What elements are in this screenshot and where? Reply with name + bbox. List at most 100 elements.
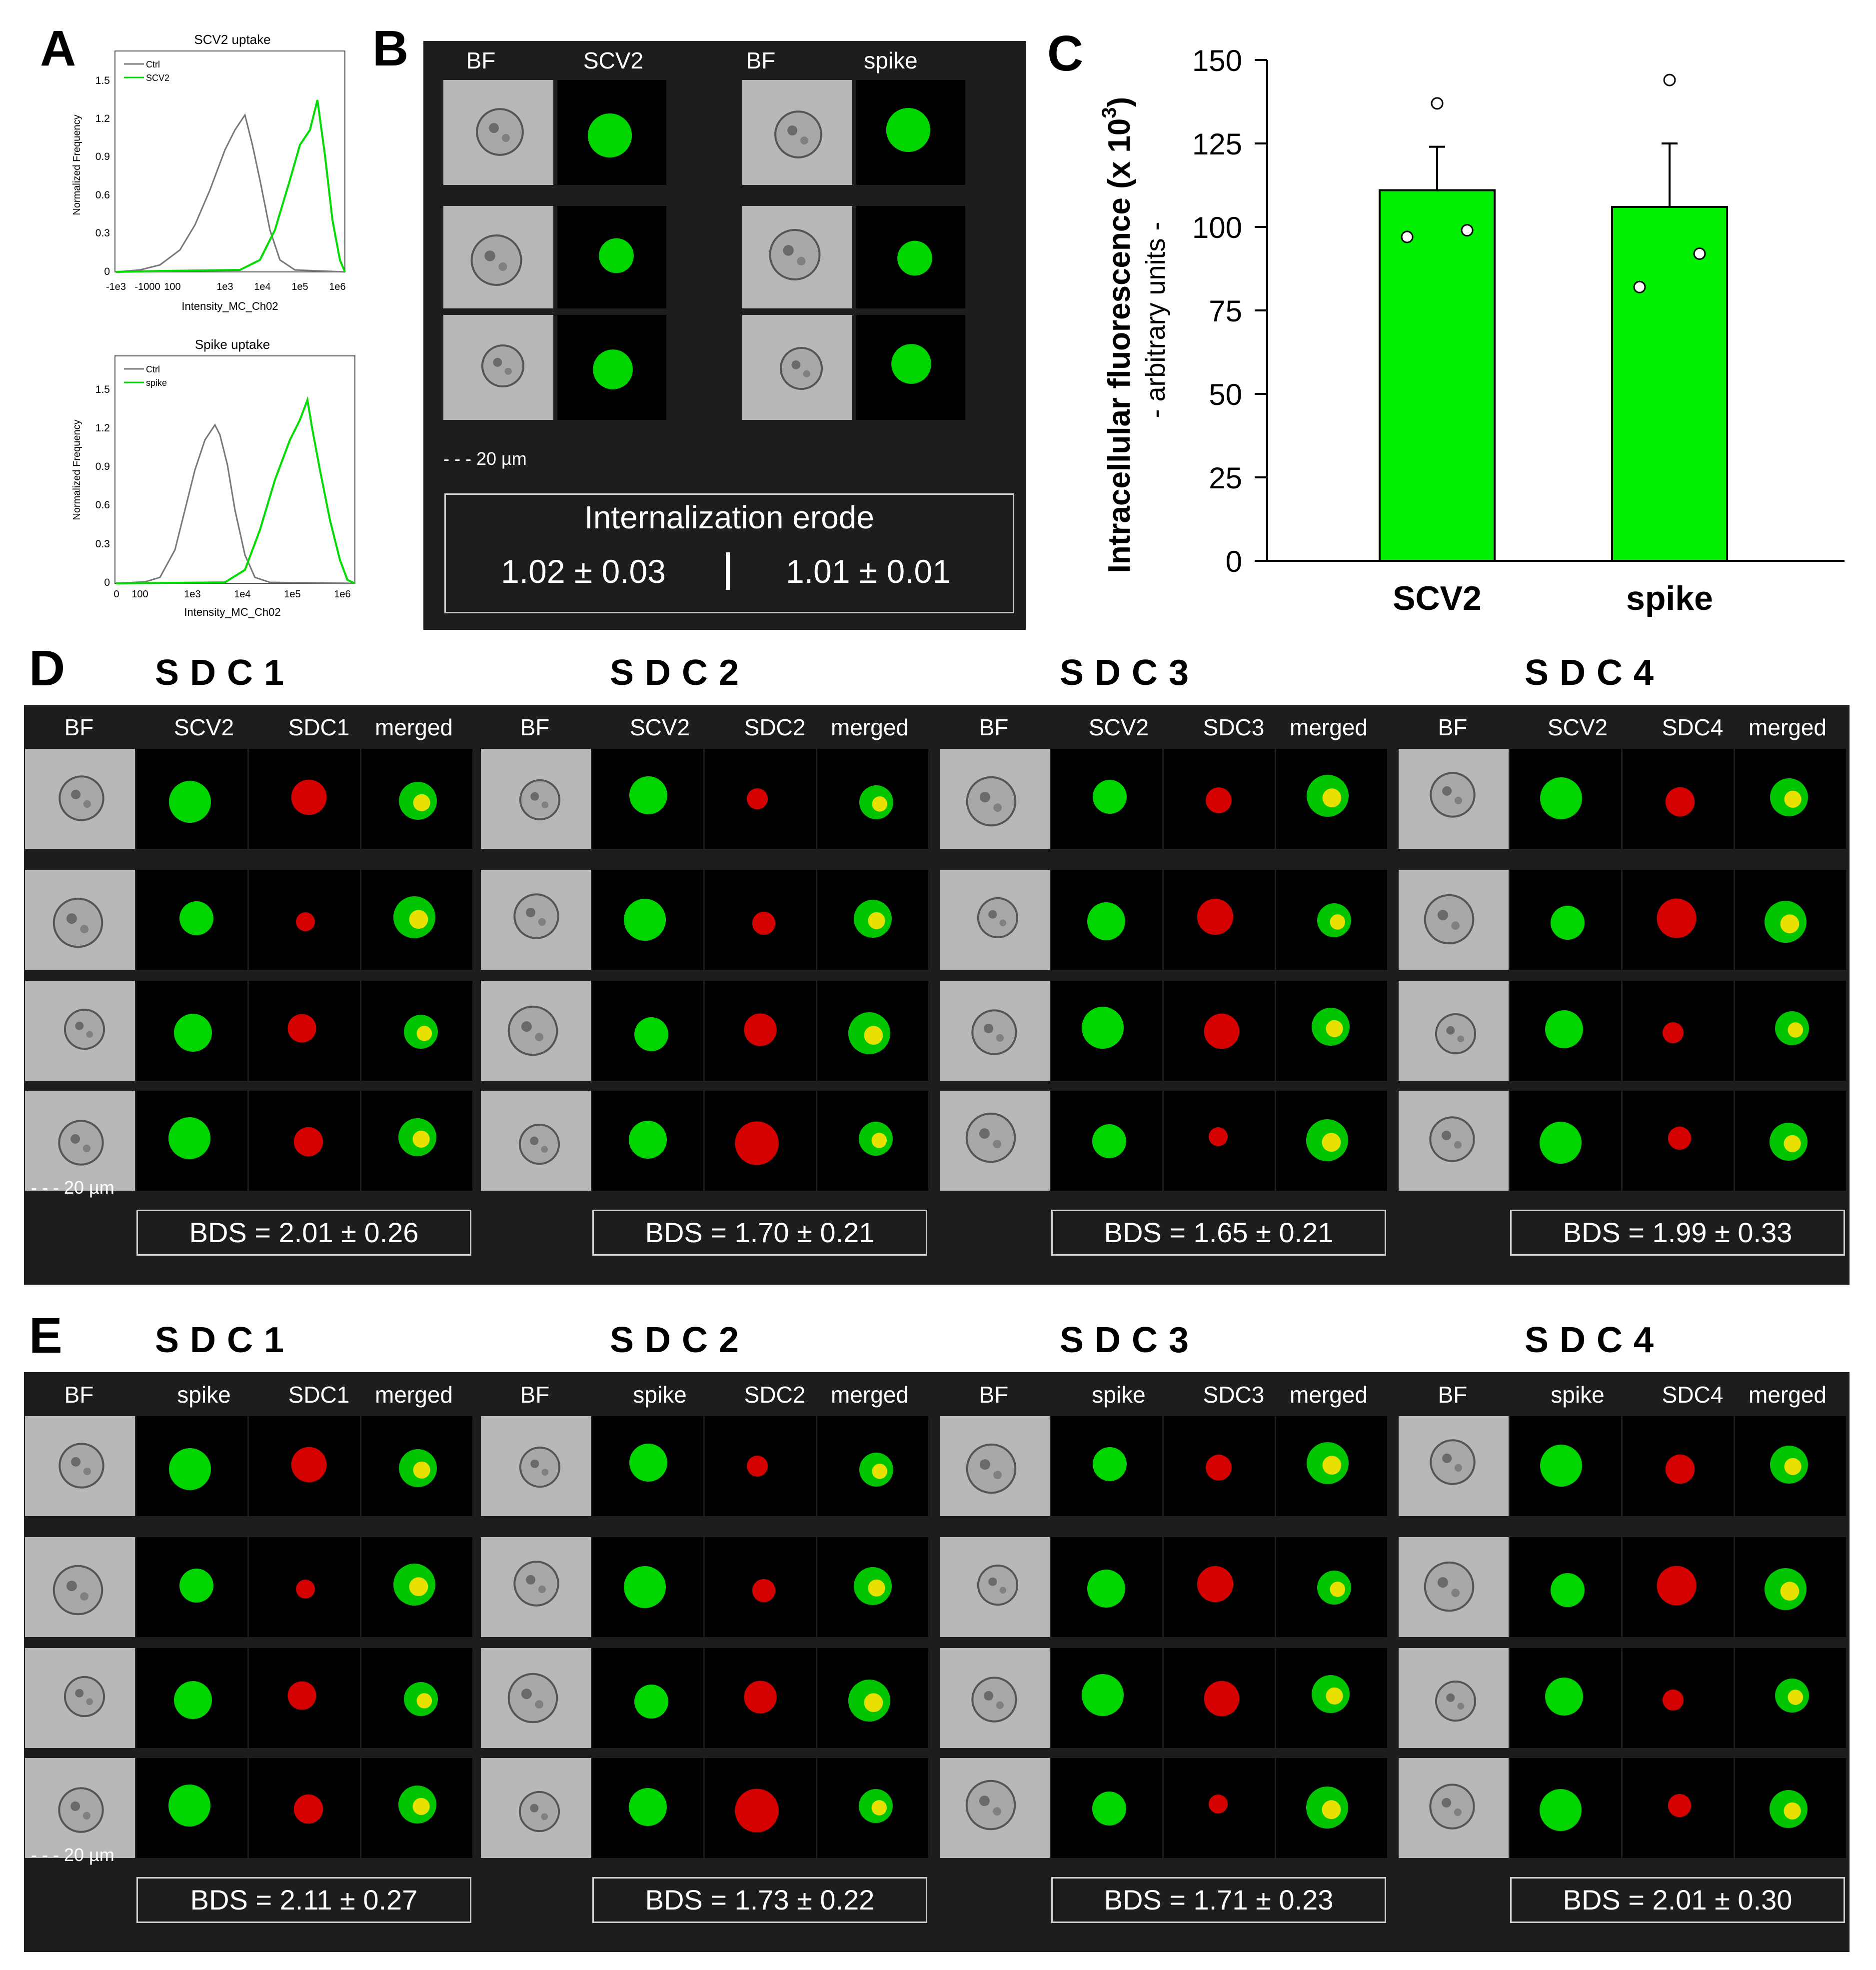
bar-spike: [1611, 205, 1728, 562]
bf-cell-image: [742, 80, 852, 185]
y-tick-label: 150: [1192, 44, 1242, 77]
svg-text:0: 0: [104, 577, 110, 588]
red-channel-image: [1164, 1758, 1275, 1858]
column-header: spike: [1551, 1382, 1605, 1408]
green-channel-image: [592, 1537, 703, 1637]
green-channel-image: [1051, 1091, 1162, 1191]
red-channel-image: [1623, 870, 1734, 970]
column-header: merged: [375, 714, 453, 740]
svg-text:Intensity_MC_Ch02: Intensity_MC_Ch02: [184, 606, 280, 618]
bds-score: BDS = 1.73 ± 0.22: [592, 1877, 927, 1923]
green-channel-image: [1051, 870, 1162, 970]
green-channel-image: [1051, 749, 1162, 849]
data-point: [1663, 73, 1676, 86]
merged-image: [1735, 1648, 1846, 1748]
green-channel-image: [1051, 981, 1162, 1081]
red-channel-image: [249, 1758, 360, 1858]
scale-bar-label: - - - 20 µm: [31, 1845, 114, 1865]
column-header: BF: [1438, 1382, 1468, 1408]
group-title-sdc2: SDC2: [609, 653, 750, 693]
svg-text:Normalized Frequency: Normalized Frequency: [71, 419, 82, 520]
svg-text:0.3: 0.3: [95, 227, 110, 239]
merged-image: [1276, 749, 1387, 849]
merged-image: [1735, 1758, 1846, 1858]
bf-cell-image: [25, 749, 135, 849]
merged-image: [1276, 870, 1387, 970]
panel-label-c: C: [1047, 25, 1084, 81]
bf-cell-image: [481, 981, 591, 1081]
green-channel-image: [1510, 1537, 1621, 1637]
red-channel-image: [705, 1091, 816, 1191]
column-header: SDC4: [1662, 1382, 1724, 1408]
merged-image: [1276, 1758, 1387, 1858]
y-tick-label: 125: [1192, 127, 1242, 161]
group-title-sdc1: SDC1: [154, 1320, 295, 1360]
histogram-spike: Spike uptake 0 0.3 0.6 0.9 1.2 1.5 0 100…: [71, 337, 355, 618]
red-channel-image: [705, 1758, 816, 1858]
column-header: merged: [1290, 1382, 1368, 1408]
column-header: BF: [64, 714, 94, 740]
red-channel-image: [1164, 1537, 1275, 1637]
erode-value-scv2: 1.02 ± 0.03: [501, 553, 666, 590]
svg-text:1e4: 1e4: [254, 281, 270, 292]
group-title-sdc3: SDC3: [1059, 653, 1200, 693]
red-channel-image: [705, 981, 816, 1081]
bds-score: BDS = 1.71 ± 0.23: [1051, 1877, 1386, 1923]
ctrl-curve: [115, 113, 345, 273]
red-channel-image: [705, 1537, 816, 1637]
svg-text:0.6: 0.6: [95, 499, 110, 511]
green-channel-image: [136, 749, 247, 849]
scale-bar-label: - - - 20 µm: [31, 1177, 114, 1198]
column-header: spike: [633, 1382, 687, 1408]
column-header: merged: [1749, 714, 1827, 740]
column-header: spike: [1092, 1382, 1146, 1408]
green-channel-image: [592, 1416, 703, 1516]
bf-cell-image: [481, 1537, 591, 1637]
svg-text:Normalized Frequency: Normalized Frequency: [71, 114, 82, 215]
scv2-cell-image: [557, 315, 666, 420]
y-tick-label: 100: [1192, 211, 1242, 244]
group-title-sdc2: SDC2: [609, 1320, 750, 1360]
x-tick-label: spike: [1626, 579, 1713, 617]
bf-cell-image: [25, 870, 135, 970]
red-channel-image: [1164, 981, 1275, 1081]
red-channel-image: [249, 1091, 360, 1191]
scv2-curve: [115, 99, 346, 273]
bf-cell-image: [443, 315, 553, 420]
merged-image: [361, 1091, 472, 1191]
bf-cell-image: [481, 749, 591, 849]
merged-image: [1735, 1091, 1846, 1191]
svg-text:1e5: 1e5: [284, 589, 300, 600]
green-channel-image: [592, 1091, 703, 1191]
svg-text:1.2: 1.2: [95, 422, 110, 434]
column-header: merged: [1290, 714, 1368, 740]
column-header: SDC2: [744, 714, 806, 740]
svg-text:100: 100: [131, 589, 148, 600]
merged-image: [817, 1758, 928, 1858]
red-channel-image: [705, 1416, 816, 1516]
bf-cell-image: [481, 1091, 591, 1191]
red-channel-image: [1623, 1537, 1734, 1637]
svg-text:Intensity_MC_Ch02: Intensity_MC_Ch02: [181, 300, 278, 312]
bf-cell-image: [940, 1648, 1050, 1748]
svg-text:SCV2: SCV2: [146, 73, 169, 83]
green-channel-image: [1510, 981, 1621, 1081]
bds-score: BDS = 2.01 ± 0.30: [1510, 1877, 1845, 1923]
red-channel-image: [1623, 981, 1734, 1081]
column-header: SCV2: [629, 714, 690, 740]
green-channel-image: [592, 1758, 703, 1858]
column-header: SDC2: [744, 1382, 806, 1408]
column-header: SDC3: [1203, 1382, 1265, 1408]
green-channel-image: [136, 870, 247, 970]
svg-text:1.5: 1.5: [95, 384, 110, 395]
red-channel-image: [705, 1648, 816, 1748]
green-channel-image: [592, 1648, 703, 1748]
merged-image: [1735, 870, 1846, 970]
y-tick-label: 25: [1209, 461, 1242, 495]
panel-b-imaging: BF SCV2 BF spike - - - 20 µm Internaliza…: [423, 41, 1026, 630]
green-channel-image: [592, 981, 703, 1081]
bf-cell-image: [481, 1758, 591, 1858]
bf-cell-image: [25, 1537, 135, 1637]
green-channel-image: [1051, 1758, 1162, 1858]
green-channel-image: [592, 870, 703, 970]
